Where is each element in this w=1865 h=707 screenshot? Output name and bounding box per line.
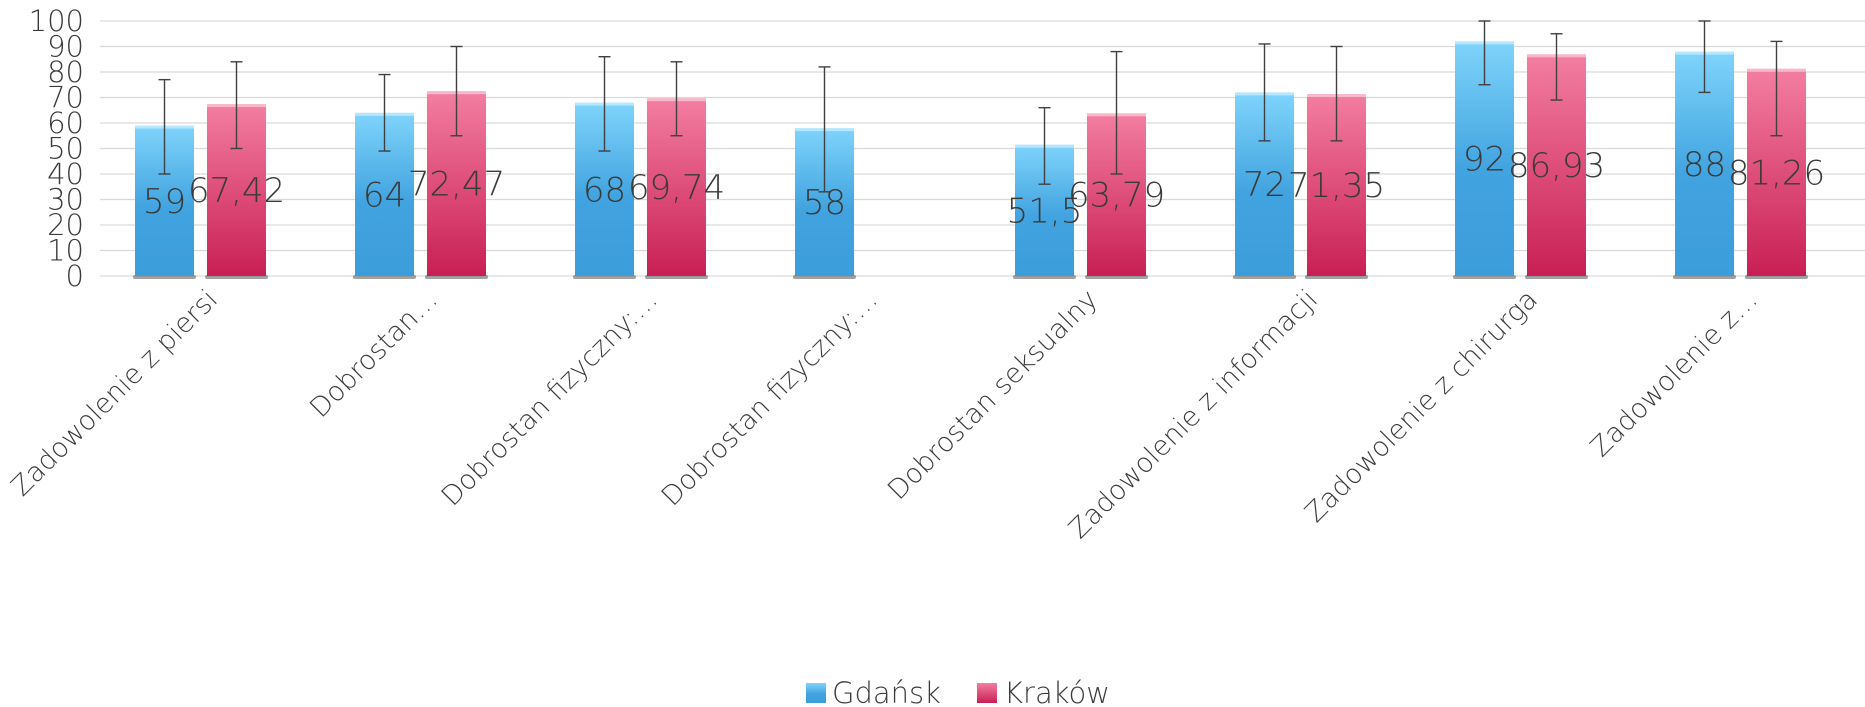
error-bar-gdansk-3 (818, 66, 831, 193)
error-bar-gdansk-6 (1478, 20, 1491, 86)
y-tick-label-60: 60 (47, 106, 84, 140)
error-bar-krakow-5 (1330, 45, 1343, 142)
y-tick-label-80: 80 (47, 55, 84, 89)
legend-item-krakow: Kraków (977, 676, 1110, 707)
y-tick-label-40: 40 (47, 157, 84, 191)
data-label-krakow-7: 81,26 (1728, 153, 1825, 193)
y-tick-label-90: 90 (47, 30, 84, 64)
data-label-krakow-2: 69,74 (628, 168, 725, 208)
y-tick-label-70: 70 (47, 81, 84, 115)
y-tick-label-100: 100 (29, 4, 84, 38)
data-label-gdansk-5: 72 (1243, 165, 1286, 205)
data-label-gdansk-7: 88 (1683, 145, 1726, 185)
data-label-gdansk-6: 92 (1463, 140, 1506, 180)
x-axis-categories: Zadowolenie z piersi Dobrostan…Dobrostan … (6, 284, 1764, 545)
category-label-0: Zadowolenie z piersi (6, 284, 224, 502)
error-bar-krakow-7 (1770, 40, 1783, 137)
legend-label: Kraków (1004, 676, 1110, 707)
data-label-gdansk-1: 64 (363, 175, 406, 215)
error-bar-gdansk-5 (1258, 43, 1271, 142)
error-bar-gdansk-2 (598, 56, 611, 152)
data-label-gdansk-2: 68 (583, 170, 626, 210)
category-label-6: Zadowolenie z chirurga (1299, 284, 1544, 529)
category-label-4: Dobrostan seksualny (882, 284, 1104, 506)
category-label-3: Dobrostan fizyczny:… (656, 284, 884, 512)
error-bars (158, 20, 1783, 193)
error-bar-gdansk-7 (1698, 20, 1711, 94)
data-label-krakow-5: 71,35 (1288, 166, 1385, 206)
error-bar-gdansk-4 (1038, 106, 1051, 185)
y-tick-label-30: 30 (47, 183, 84, 217)
legend-swatch (977, 683, 997, 703)
error-bar-krakow-2 (670, 61, 683, 137)
data-label-krakow-4: 63,79 (1068, 176, 1165, 216)
y-tick-label-50: 50 (47, 132, 84, 166)
data-label-krakow-6: 86,93 (1508, 146, 1605, 186)
legend-item-gdansk: Gdańsk (806, 676, 941, 707)
category-label-1: Dobrostan… (304, 284, 444, 424)
error-bar-krakow-0 (230, 61, 243, 150)
data-label-krakow-0: 67,42 (188, 171, 285, 211)
error-bar-krakow-1 (450, 45, 463, 137)
data-label-gdansk-4: 51,5 (1007, 191, 1083, 231)
error-bar-gdansk-1 (378, 73, 391, 152)
data-label-krakow-1: 72,47 (408, 165, 505, 205)
y-tick-label-20: 20 (47, 208, 84, 242)
y-tick-label-0: 0 (66, 259, 84, 293)
error-bar-krakow-4 (1110, 50, 1123, 175)
data-label-gdansk-3: 58 (803, 183, 846, 223)
legend-swatch (806, 683, 826, 703)
category-label-7: Zadowolenie z… (1585, 284, 1764, 463)
legend: Gdańsk Kraków (806, 676, 1110, 707)
category-label-5: Zadowolenie z informacji (1063, 284, 1324, 545)
data-labels: 59 67,42 64 72,47 68 69,74 58 51,563,79 72 71,35 9… (143, 140, 1825, 232)
legend-label: Gdańsk (832, 676, 941, 707)
y-tick-label-10: 10 (47, 234, 84, 268)
error-bar-krakow-6 (1550, 33, 1563, 101)
category-label-2: Dobrostan fizyczny:… (436, 284, 664, 512)
error-bar-gdansk-0 (158, 78, 171, 175)
data-label-gdansk-0: 59 (143, 182, 186, 222)
